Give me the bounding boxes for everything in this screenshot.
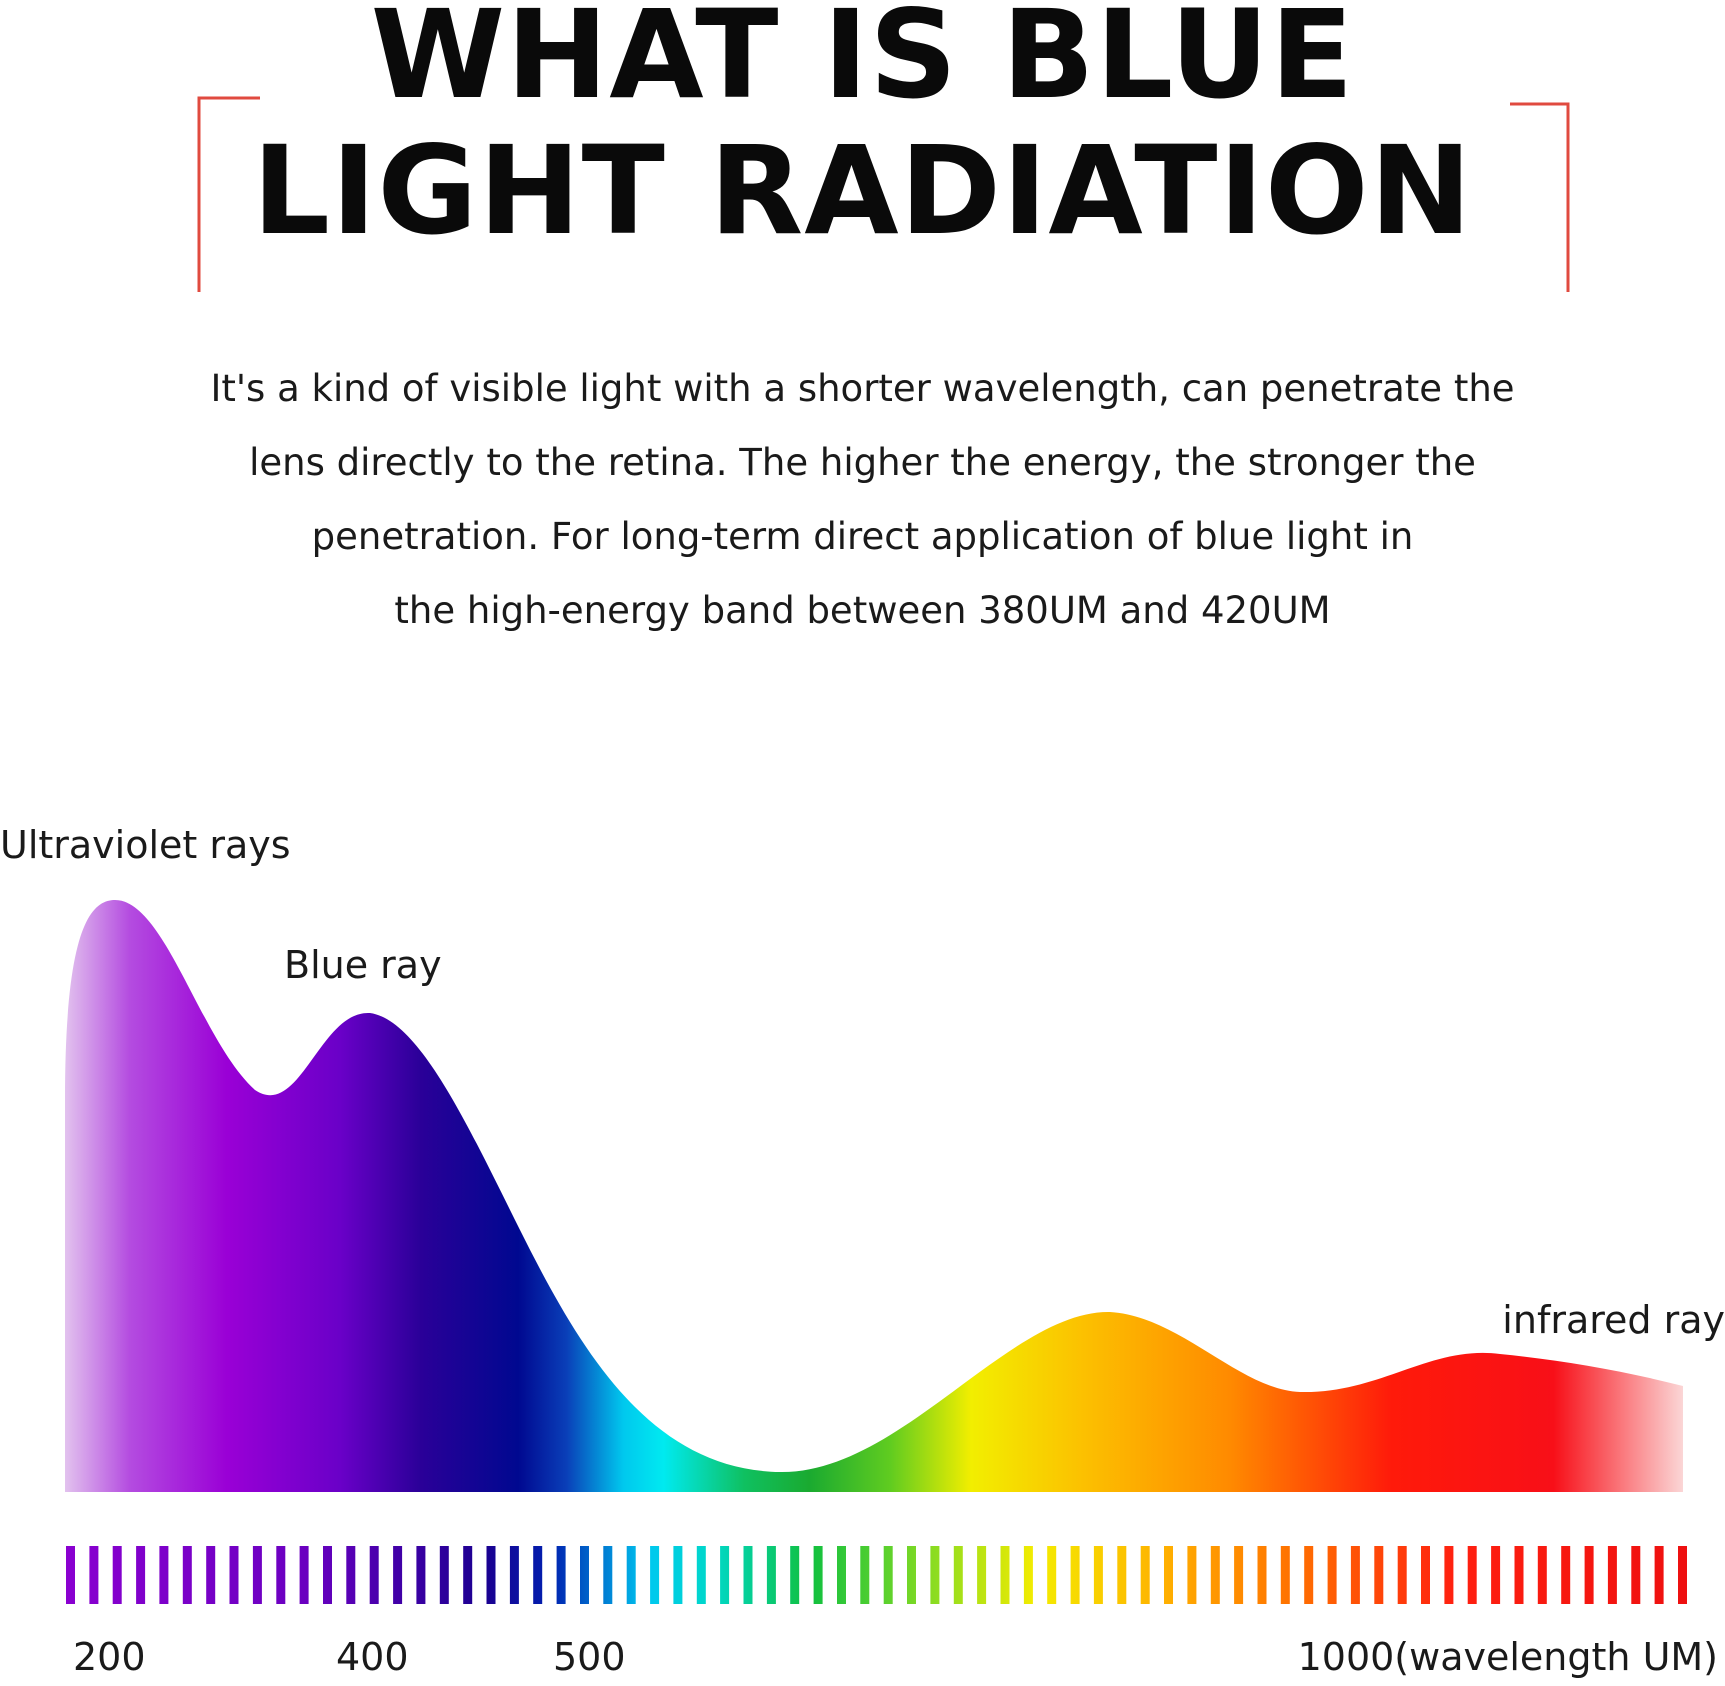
spectrum-bar <box>766 1546 776 1604</box>
spectrum-bar <box>1187 1546 1197 1604</box>
spectrum-bar <box>556 1546 566 1604</box>
spectrum-bar <box>1304 1546 1314 1604</box>
spectrum-bar <box>837 1546 846 1604</box>
spectrum-bar <box>883 1546 893 1604</box>
spectrum-bar <box>1070 1546 1080 1604</box>
spectrum-bar <box>299 1546 309 1604</box>
spectrum-bar <box>159 1546 169 1604</box>
spectrum-bar <box>1537 1546 1547 1604</box>
title-frame-right-bracket <box>1510 102 1570 292</box>
spectrum-bar <box>1444 1546 1454 1604</box>
spectrum-bar <box>1467 1546 1477 1604</box>
spectrum-bar <box>813 1546 823 1604</box>
spectrum-bar <box>743 1546 753 1604</box>
spectrum-bar <box>1210 1546 1220 1604</box>
spectrum-bar <box>369 1546 379 1604</box>
spectrum-bar <box>696 1546 706 1604</box>
spectrum-bar <box>136 1546 146 1604</box>
tick-label-1000: 1000(wavelength UM) <box>1298 1635 1718 1679</box>
spectrum-bar <box>252 1546 262 1604</box>
title-frame-left-bracket <box>197 96 260 292</box>
spectrum-bar <box>509 1546 519 1604</box>
spectrum-curve <box>65 900 1683 1492</box>
spectrum-bar <box>463 1546 473 1604</box>
spectrum-bar <box>1234 1546 1244 1604</box>
spectrum-bar <box>89 1546 99 1604</box>
spectrum-bar <box>323 1546 332 1604</box>
spectrum-bar <box>416 1546 426 1604</box>
spectrum-bar <box>1491 1546 1501 1604</box>
page-title-line-2: LIGHT RADIATION <box>252 120 1473 262</box>
spectrum-bar <box>1140 1546 1150 1604</box>
description-line-2: lens directly to the retina. The higher … <box>249 441 1476 484</box>
tick-label-200: 200 <box>73 1635 146 1679</box>
title-frame <box>197 96 1570 294</box>
spectrum-bar <box>533 1546 543 1604</box>
spectrum-bar <box>182 1546 192 1604</box>
spectrum-bar <box>346 1546 356 1604</box>
spectrum-bar <box>486 1546 496 1604</box>
spectrum-bar <box>626 1546 636 1604</box>
spectrum-bar <box>66 1546 75 1604</box>
spectrum-bar <box>1117 1546 1127 1604</box>
spectrum-bar <box>1257 1546 1267 1604</box>
tick-label-500: 500 <box>553 1635 626 1679</box>
spectrum-bar <box>1397 1546 1407 1604</box>
spectrum-bar <box>1514 1546 1524 1604</box>
spectrum-bar <box>1023 1546 1033 1604</box>
spectrum-bar <box>930 1546 940 1604</box>
spectrum-bar <box>1164 1546 1173 1604</box>
spectrum-bar <box>439 1546 449 1604</box>
spectrum-bar <box>673 1546 683 1604</box>
spectrum-bar <box>580 1546 589 1604</box>
spectrum-bar <box>1280 1546 1290 1604</box>
description-line-3: penetration. For long-term direct applic… <box>311 515 1414 558</box>
spectrum-bar <box>1607 1546 1617 1604</box>
blue-ray-label: Blue ray <box>284 943 442 987</box>
description-line-1: It's a kind of visible light with a shor… <box>210 367 1515 410</box>
spectrum-bar <box>860 1546 870 1604</box>
infrared-ray-label: infrared ray <box>1502 1298 1725 1342</box>
spectrum-bar <box>603 1546 613 1604</box>
spectrum-bar <box>1561 1546 1571 1604</box>
spectrum-bar <box>1678 1546 1687 1604</box>
spectrum-bar <box>1584 1546 1594 1604</box>
spectrum-bar <box>1654 1546 1664 1604</box>
spectrum-bar <box>1421 1546 1430 1604</box>
spectrum-bar <box>977 1546 987 1604</box>
spectrum-bar <box>1000 1546 1010 1604</box>
spectrum-bar <box>720 1546 730 1604</box>
spectrum-bar <box>650 1546 660 1604</box>
spectrum-bar <box>790 1546 800 1604</box>
description-line-4: the high-energy band between 380UM and 4… <box>394 589 1331 632</box>
spectrum-bar <box>206 1546 216 1604</box>
spectrum-bar <box>1093 1546 1103 1604</box>
description: It's a kind of visible light with a shor… <box>120 352 1605 648</box>
ultraviolet-rays-label: Ultraviolet rays <box>0 823 291 867</box>
spectrum-bar <box>1374 1546 1384 1604</box>
spectrum-bar <box>1327 1546 1337 1604</box>
spectrum-bar <box>1350 1546 1360 1604</box>
spectrum-bar <box>393 1546 403 1604</box>
spectrum-bar <box>276 1546 286 1604</box>
spectrum-bar <box>112 1546 122 1604</box>
spectrum-bar <box>229 1546 239 1604</box>
spectrum-diagram: Ultraviolet rays Blue ray infrared ray 2… <box>0 823 1725 1679</box>
spectrum-bar <box>1047 1546 1057 1604</box>
spectrum-bar <box>953 1546 963 1604</box>
page-title-line-1: WHAT IS BLUE <box>370 0 1355 126</box>
spectrum-bar <box>1631 1546 1641 1604</box>
tick-label-400: 400 <box>336 1635 409 1679</box>
spectrum-bars <box>66 1546 1687 1604</box>
spectrum-bar <box>907 1546 916 1604</box>
